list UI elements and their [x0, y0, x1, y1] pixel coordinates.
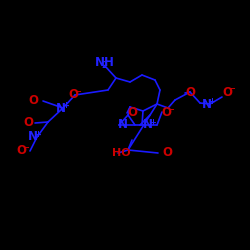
Text: O: O [68, 88, 78, 102]
Text: O: O [16, 144, 26, 158]
Text: O: O [185, 86, 195, 98]
Text: −: − [22, 144, 29, 152]
Text: +: + [34, 130, 41, 138]
Text: +: + [62, 100, 69, 110]
Text: N: N [118, 118, 128, 132]
Text: N: N [143, 118, 153, 132]
Text: +: + [208, 96, 215, 106]
Text: O: O [28, 94, 38, 106]
Text: N: N [28, 130, 38, 143]
Text: 2: 2 [101, 61, 107, 70]
Text: O: O [127, 106, 137, 120]
Text: NH: NH [95, 56, 115, 68]
Text: O: O [222, 86, 232, 98]
Text: HO: HO [112, 148, 130, 158]
Text: O: O [23, 116, 33, 130]
Text: O: O [161, 106, 171, 120]
Text: N: N [202, 98, 212, 110]
Text: −: − [74, 88, 81, 96]
Text: −: − [167, 106, 174, 114]
Text: +: + [149, 118, 156, 126]
Text: −: − [228, 84, 235, 94]
Text: O: O [162, 146, 172, 160]
Text: N: N [56, 102, 66, 114]
